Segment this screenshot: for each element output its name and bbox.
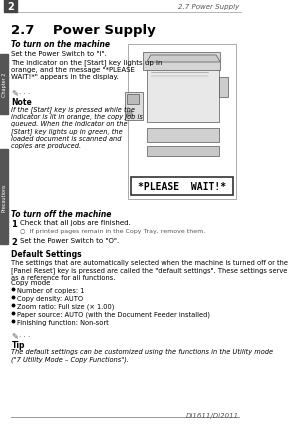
Text: To turn on the machine: To turn on the machine bbox=[11, 40, 110, 49]
Text: To turn off the machine: To turn off the machine bbox=[11, 210, 112, 219]
Text: . . .: . . . bbox=[19, 89, 30, 95]
Text: Set the Power Switch to "O".: Set the Power Switch to "O". bbox=[20, 237, 119, 243]
Text: 1: 1 bbox=[11, 219, 17, 228]
Bar bbox=[219, 78, 228, 98]
Text: Check that all jobs are finished.: Check that all jobs are finished. bbox=[20, 219, 130, 225]
Text: 2.7 Power Supply: 2.7 Power Supply bbox=[178, 4, 239, 10]
Text: Default Settings: Default Settings bbox=[11, 249, 82, 259]
Polygon shape bbox=[147, 56, 220, 63]
Bar bbox=[127, 95, 139, 105]
Bar bbox=[147, 61, 219, 123]
Bar bbox=[147, 147, 219, 157]
Bar bbox=[125, 93, 143, 121]
Text: ✎: ✎ bbox=[11, 89, 18, 98]
Text: Paper source: AUTO (with the Document Feeder installed): Paper source: AUTO (with the Document Fe… bbox=[17, 311, 210, 318]
Text: Copy density: AUTO: Copy density: AUTO bbox=[17, 295, 83, 301]
Text: If the [Start] key is pressed while the
indicator is lit in orange, the copy job: If the [Start] key is pressed while the … bbox=[11, 106, 143, 149]
Text: Chapter 2: Chapter 2 bbox=[2, 73, 7, 97]
Text: Tip: Tip bbox=[11, 340, 25, 349]
Text: Finishing function: Non-sort: Finishing function: Non-sort bbox=[17, 319, 109, 325]
Bar bbox=[128, 45, 236, 199]
Text: ✎: ✎ bbox=[11, 331, 18, 340]
Bar bbox=[0, 55, 8, 115]
Text: *PLEASE  WAIT!*: *PLEASE WAIT!* bbox=[138, 181, 226, 192]
Text: 2: 2 bbox=[11, 237, 17, 246]
Text: Zoom ratio: Full size (× 1.00): Zoom ratio: Full size (× 1.00) bbox=[17, 303, 115, 310]
Text: 2.7    Power Supply: 2.7 Power Supply bbox=[11, 24, 156, 37]
Text: ○  If printed pages remain in the Copy Tray, remove them.: ○ If printed pages remain in the Copy Tr… bbox=[20, 228, 205, 233]
Text: The settings that are automatically selected when the machine is turned off or t: The settings that are automatically sele… bbox=[11, 259, 288, 280]
Bar bbox=[147, 129, 219, 143]
Text: 2: 2 bbox=[7, 2, 14, 12]
Text: Number of copies: 1: Number of copies: 1 bbox=[17, 287, 85, 294]
Text: Note: Note bbox=[11, 98, 32, 107]
Bar bbox=[127, 112, 132, 117]
Text: The default settings can be customized using the functions in the Utility mode
(: The default settings can be customized u… bbox=[11, 348, 274, 362]
Bar bbox=[143, 53, 220, 71]
Bar bbox=[0, 150, 8, 245]
Text: Copy mode: Copy mode bbox=[11, 279, 51, 285]
Text: Precautions: Precautions bbox=[2, 183, 7, 211]
Bar bbox=[131, 178, 233, 196]
Bar bbox=[4, 0, 17, 13]
Text: The indicator on the [Start] key lights up in
orange, and the message "*PLEASE
W: The indicator on the [Start] key lights … bbox=[11, 59, 163, 80]
Text: Di1611/Di2011: Di1611/Di2011 bbox=[186, 412, 239, 418]
Text: Set the Power Switch to "I".: Set the Power Switch to "I". bbox=[11, 51, 107, 57]
Text: . . .: . . . bbox=[19, 331, 30, 337]
